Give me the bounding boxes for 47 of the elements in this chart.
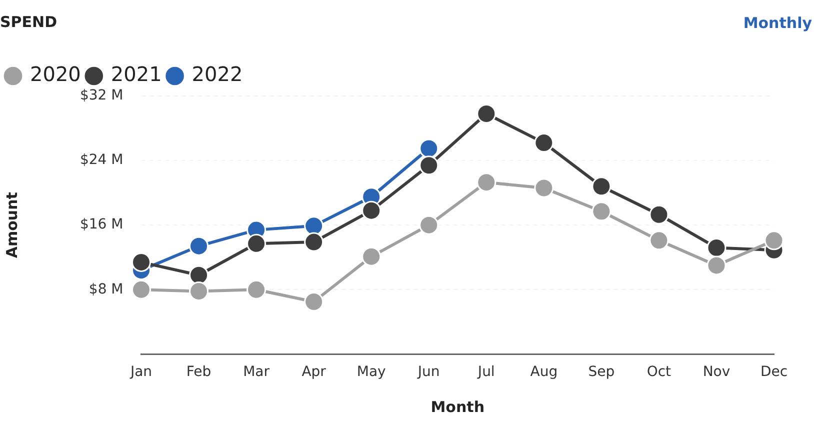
x-tick-label: Nov (702, 364, 730, 380)
point (189, 282, 209, 302)
legend-label: 2020 (30, 62, 81, 86)
x-tick-label: Jan (129, 364, 152, 380)
x-tick-label: Jul (476, 364, 495, 380)
y-tick-label: $24 M (80, 152, 124, 168)
point (304, 292, 324, 312)
x-tick-label: Sep (588, 364, 615, 380)
x-tick-label: Feb (186, 364, 212, 380)
point (764, 230, 784, 250)
point (706, 238, 726, 258)
point (246, 234, 266, 254)
point (419, 138, 439, 158)
point (304, 232, 324, 252)
point (706, 256, 726, 276)
legend-label: 2021 (110, 62, 162, 86)
x-tick-label: Dec (760, 364, 788, 380)
x-tick-label: Oct (646, 364, 672, 380)
point (362, 200, 382, 220)
point (649, 204, 669, 224)
point (476, 172, 496, 192)
x-tick-label: May (356, 364, 386, 380)
y-tick-label: $8 M (88, 281, 124, 298)
point (362, 246, 382, 266)
chart-title: SPEND (0, 12, 58, 31)
x-axis-title: Month (430, 398, 485, 416)
point (476, 104, 496, 124)
point (246, 280, 266, 300)
point (592, 202, 612, 222)
point (534, 133, 554, 153)
y-tick-label: $16 M (80, 216, 124, 233)
point (534, 178, 554, 198)
x-tick-label: Apr (302, 364, 326, 380)
point (132, 252, 151, 272)
text: Monthly (743, 14, 812, 32)
point (132, 280, 151, 300)
legend-label: 2022 (192, 62, 243, 86)
point (419, 215, 439, 235)
point (592, 176, 612, 196)
x-tick-label: Jun (416, 364, 440, 380)
point (189, 236, 209, 256)
point (649, 230, 669, 250)
x-tick-label: Aug (530, 364, 558, 380)
point (419, 156, 439, 176)
y-axis-title: Amount (2, 192, 21, 258)
y-tick-label: $32 M (80, 88, 124, 104)
x-tick-label: Mar (243, 364, 270, 380)
